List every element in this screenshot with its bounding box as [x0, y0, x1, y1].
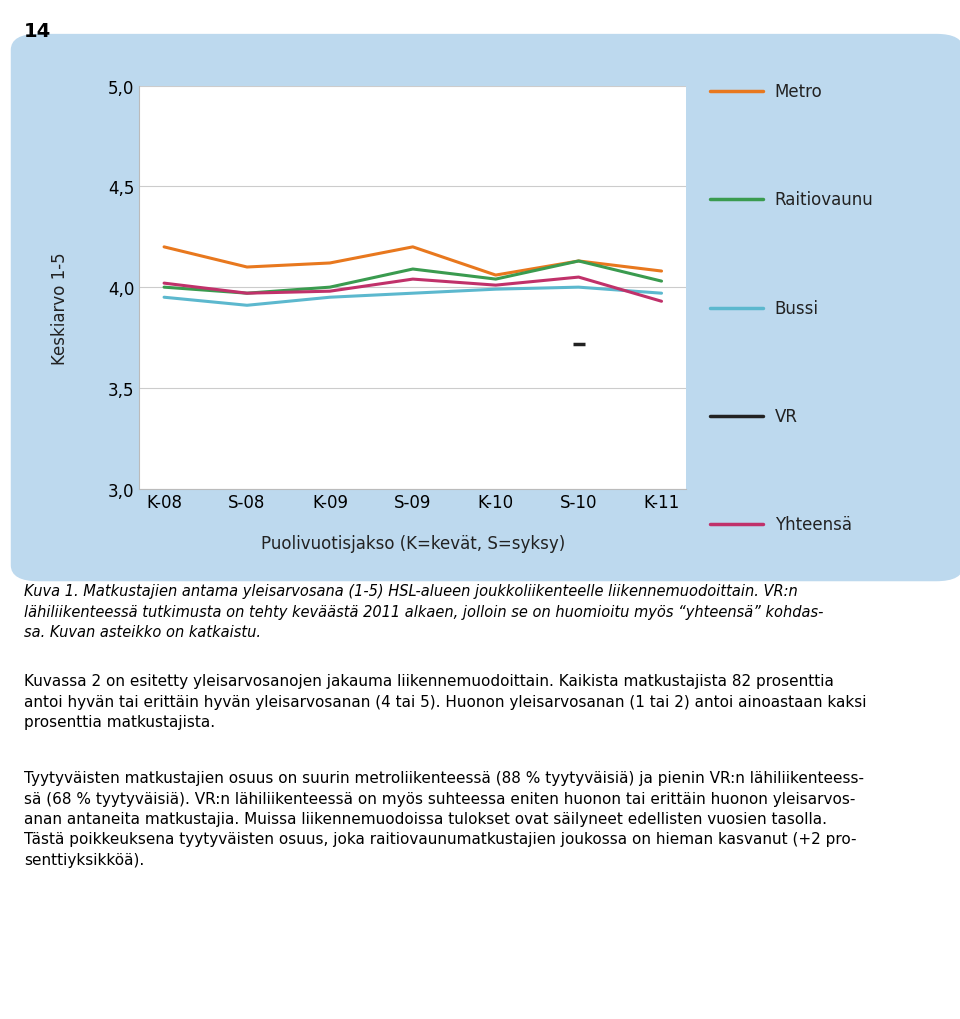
Text: Puolivuotisjakso (K=kevät, S=syksy): Puolivuotisjakso (K=kevät, S=syksy)	[261, 534, 564, 552]
Text: Yhteensä: Yhteensä	[775, 516, 852, 534]
Text: Kuva 1. Matkustajien antama yleisarvosana (1-5) HSL-alueen joukkoliikenteelle li: Kuva 1. Matkustajien antama yleisarvosan…	[24, 584, 824, 640]
Text: 14: 14	[24, 22, 51, 42]
Text: Tyytyväisten matkustajien osuus on suurin metroliikenteessä (88 % tyytyväisiä) j: Tyytyväisten matkustajien osuus on suuri…	[24, 770, 864, 867]
Text: Metro: Metro	[775, 83, 823, 101]
Text: Kuvassa 2 on esitetty yleisarvosanojen jakauma liikennemuodoittain. Kaikista mat: Kuvassa 2 on esitetty yleisarvosanojen j…	[24, 674, 867, 730]
Text: Bussi: Bussi	[775, 300, 819, 317]
Text: VR: VR	[775, 408, 798, 426]
Text: Raitiovaunu: Raitiovaunu	[775, 191, 874, 209]
Text: Keskiarvo 1-5: Keskiarvo 1-5	[51, 252, 68, 365]
FancyBboxPatch shape	[12, 36, 960, 581]
